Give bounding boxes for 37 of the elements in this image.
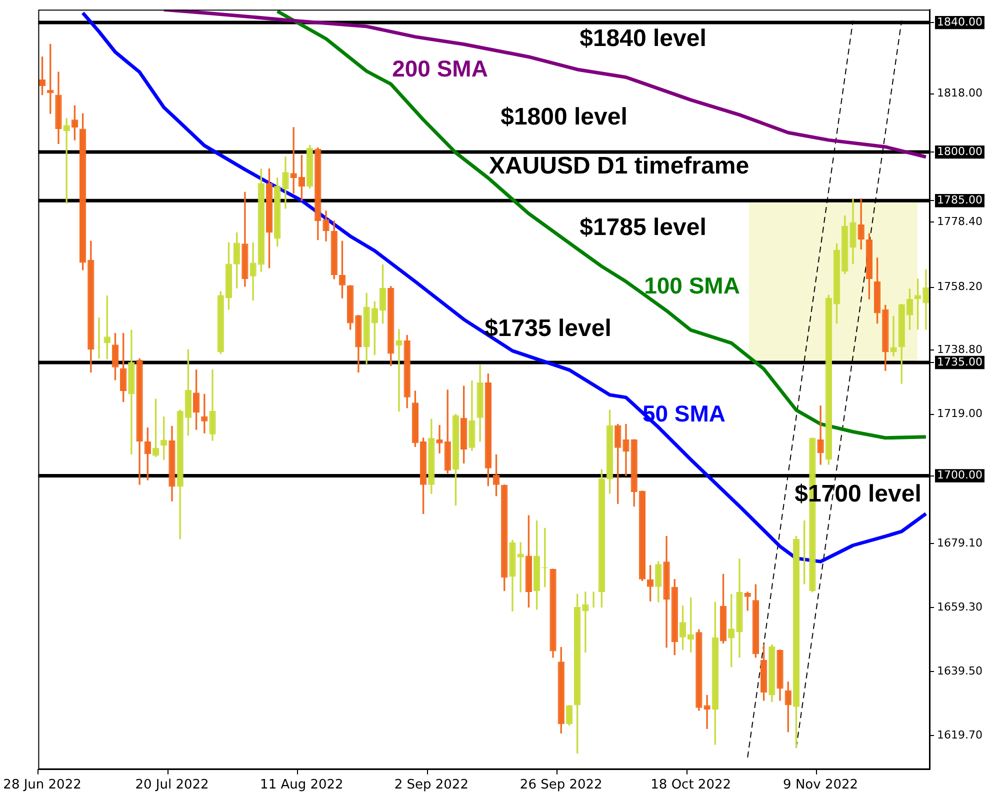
candlestick xyxy=(817,406,824,465)
y-tick-label: 1758.20 xyxy=(937,280,982,294)
y-tick-label: 1785.00 xyxy=(937,193,982,206)
ref-line-label: $1800 level xyxy=(500,104,628,131)
x-tick-label: 18 Oct 2022 xyxy=(650,778,732,793)
y-tick-label: 1840.00 xyxy=(937,15,982,28)
y-tick-label: 1818.00 xyxy=(937,86,982,100)
y-tick-label: 1639.50 xyxy=(937,664,982,678)
candlestick xyxy=(922,269,930,330)
y-tick-label: 1659.30 xyxy=(937,600,982,614)
candlestick xyxy=(396,329,402,412)
series-label: 200 SMA xyxy=(392,55,488,82)
x-tick-label: 28 Jun 2022 xyxy=(3,778,82,793)
y-tick-label: 1800.00 xyxy=(937,144,982,158)
y-tick-label: 1738.80 xyxy=(937,343,982,356)
x-tick-label: 9 Nov 2022 xyxy=(783,778,858,793)
y-tick-label: 1619.70 xyxy=(937,728,982,742)
text: XAUUSD D1 timeframe xyxy=(488,152,750,180)
candlestick xyxy=(582,592,589,653)
x-tick-label: 20 Jul 2022 xyxy=(135,778,209,793)
candlestick xyxy=(622,424,630,476)
y-tick-label: 1700.00 xyxy=(937,468,982,482)
x-tick-label: 26 Sep 2022 xyxy=(520,778,602,793)
candlestick xyxy=(436,424,443,454)
y-tick-label: 1735.00 xyxy=(937,355,982,368)
ref-line-label: $1840 level xyxy=(580,25,706,52)
y-tick-label: 1719.00 xyxy=(937,407,982,420)
candlestick xyxy=(890,316,897,356)
ref-line-label: $1735 level xyxy=(484,315,612,342)
y-tick-label: 1778.40 xyxy=(937,214,982,228)
y-tick-label: 1679.10 xyxy=(937,536,982,550)
candlestick xyxy=(250,242,256,301)
x-tick-label: 11 Aug 2022 xyxy=(260,778,344,793)
candlestick xyxy=(704,694,710,729)
x-tick-label: 2 Sep 2022 xyxy=(394,778,468,793)
series-label: 100 SMA xyxy=(644,272,740,298)
ref-line-label: $1785 level xyxy=(580,214,706,242)
